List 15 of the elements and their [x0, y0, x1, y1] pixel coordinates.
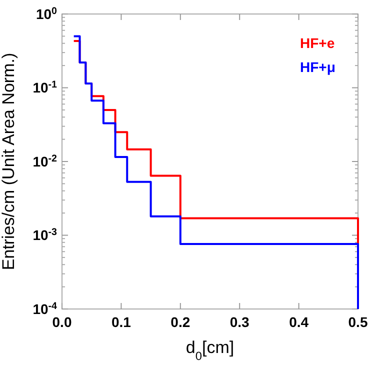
text: HF+μ	[300, 59, 336, 75]
x-tick-label: 0.0	[52, 314, 72, 330]
y-tick-label: 10$^{-1}$	[32, 79, 58, 96]
y-tick-label: 10$^{-3}$	[32, 226, 58, 244]
x-tick-label: 0.2	[170, 314, 190, 330]
x-axis-title: d$_{0}$[cm]	[186, 338, 234, 363]
text: HF+e	[300, 35, 335, 51]
y-axis-title: Entries/cm (Unit Area Norm.)	[0, 52, 18, 270]
x-tick-label: 0.5	[348, 314, 368, 330]
x-tick-label: 0.3	[230, 314, 250, 330]
y-tick-label: 10$^{0}$	[36, 5, 58, 22]
x-tick-label: 0.4	[289, 314, 309, 330]
x-tick-label: 0.1	[111, 314, 132, 330]
y-tick-label: 10$^{-4}$	[32, 300, 58, 317]
y-tick-label: 10$^{-2}$	[32, 152, 58, 170]
